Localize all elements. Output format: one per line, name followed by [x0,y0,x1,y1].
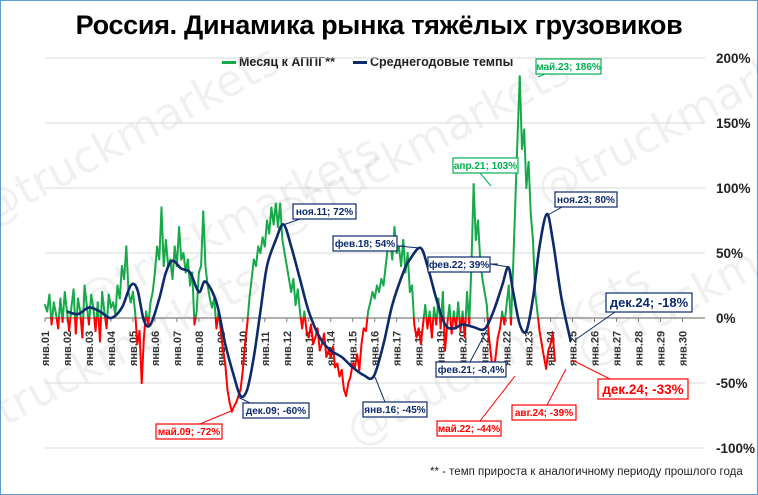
svg-text:дек.24; -33%: дек.24; -33% [602,382,683,397]
series-annual-average [66,212,573,399]
data-callout: дек.24; -18% [574,292,693,341]
y-tick-label: 50% [716,246,743,261]
x-tick-label: янв.04 [106,330,118,366]
data-callout: янв.16; -45% [362,376,428,418]
x-tick-label: янв.20 [458,331,470,366]
svg-text:апр.21; 103%: апр.21; 103% [454,161,517,172]
x-tick-label: янв.01 [40,331,52,366]
data-callout: фев.18; 54% [332,235,421,252]
x-tick-label: янв.12 [282,331,294,366]
data-callout: май.23; 186% [535,58,602,78]
svg-text:фев.18; 54%: фев.18; 54% [335,238,395,250]
data-callout: фев.21; -8,4% [435,329,507,378]
x-tick-label: янв.03 [84,331,96,366]
y-tick-label: 100% [716,181,751,196]
x-tick-label: янв.08 [194,331,206,366]
svg-text:ноя.23; 80%: ноя.23; 80% [557,195,615,206]
x-tick-label: янв.11 [260,331,272,366]
data-callout: май.22; -44% [436,375,516,437]
svg-text:авг.24; -39%: авг.24; -39% [515,408,573,419]
svg-text:фев.22; 39%: фев.22; 39% [429,259,489,271]
legend-swatch-green [222,60,236,64]
x-tick-label: янв.26 [590,331,602,366]
x-tick-label: янв.29 [655,331,667,366]
x-tick-label: янв.18 [414,331,426,366]
series-monthly-positive [44,75,540,319]
svg-text:янв.16; -45%: янв.16; -45% [364,405,425,416]
data-callout: апр.21; 103% [452,157,519,187]
data-callout: дек.24; -33% [571,359,689,400]
data-callout: май.09; -72% [155,410,232,440]
svg-text:фев.21; -8,4%: фев.21; -8,4% [438,364,505,376]
y-tick-label: 200% [716,51,751,66]
svg-text:дек.24; -18%: дек.24; -18% [610,295,689,310]
svg-text:дек.09; -60%: дек.09; -60% [246,406,306,417]
y-tick-label: -50% [716,376,748,391]
x-tick-label: янв.17 [392,331,404,366]
data-callout: ноя.11; 72% [282,203,357,226]
y-tick-label: 150% [716,116,751,131]
svg-text:ноя.11; 72%: ноя.11; 72% [296,207,353,218]
x-tick-label: янв.30 [677,331,689,366]
svg-text:май.22; -44%: май.22; -44% [438,424,500,435]
data-callout: дек.09; -60% [237,396,310,419]
x-tick-label: янв.06 [150,331,162,366]
data-callout: ноя.23; 80% [547,191,618,216]
data-callout: фев.22; 39% [427,256,510,273]
x-tick-label: янв.23 [524,331,536,366]
x-tick-label: янв.07 [172,331,184,366]
x-tick-label: янв.02 [62,331,74,366]
x-tick-label: янв.28 [633,331,645,366]
svg-text:май.23; 186%: май.23; 186% [536,62,601,73]
y-tick-label: -100% [716,441,755,456]
x-tick-label: янв.16 [370,331,382,366]
svg-text:май.09; -72%: май.09; -72% [158,427,220,438]
footnote: ** - темп прироста к аналогичному период… [430,466,743,478]
y-tick-label: 0% [716,311,736,326]
chart-title: Россия. Динамика рынка тяжёлых грузовико… [75,10,683,40]
legend-swatch-navy [352,60,367,64]
data-callout: авг.24; -39% [511,368,577,421]
x-tick-label: янв.22 [502,331,514,366]
x-tick-label: янв.27 [611,331,623,366]
